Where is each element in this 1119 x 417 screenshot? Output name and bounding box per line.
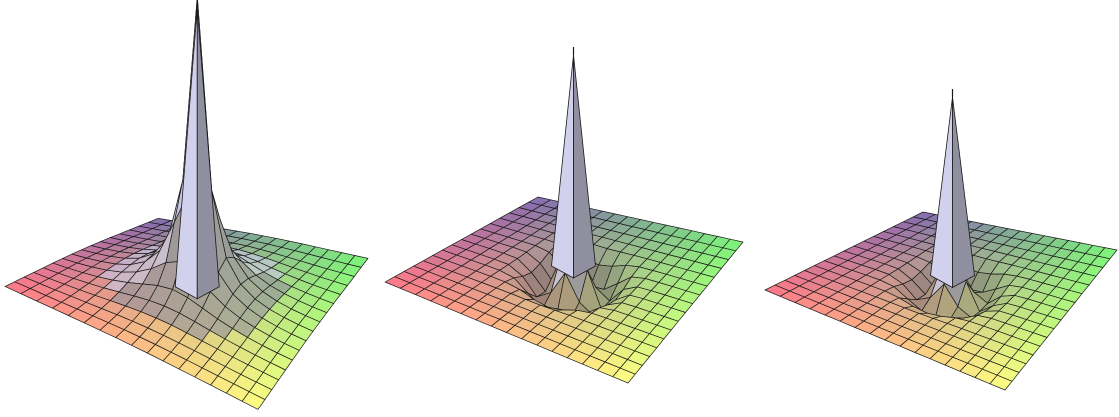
peak-face-right — [196, 7, 220, 300]
mesh-facet — [241, 391, 266, 410]
peak-spike — [174, 0, 220, 300]
peak-face-left — [174, 7, 198, 300]
peak-face-right — [952, 96, 975, 289]
panel-3 — [764, 89, 1118, 391]
mesh-facet — [612, 367, 636, 384]
peak-face-left — [930, 96, 953, 289]
peak-face-left — [551, 54, 574, 279]
peak-face-right — [573, 54, 596, 279]
peak-spike — [551, 47, 596, 279]
panel-2 — [384, 47, 744, 384]
peak-spike — [930, 89, 975, 289]
panel-1 — [4, 0, 369, 410]
mesh-facet — [989, 374, 1013, 391]
